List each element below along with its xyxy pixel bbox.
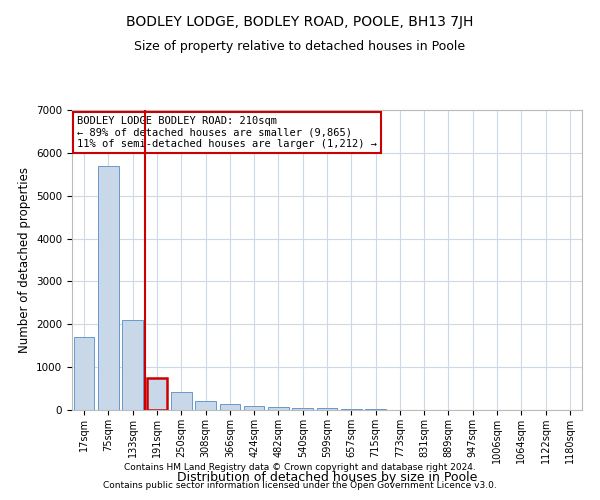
Bar <box>317 408 337 410</box>
Bar <box>146 378 167 410</box>
Bar <box>122 320 143 410</box>
Text: Contains public sector information licensed under the Open Government Licence v3: Contains public sector information licen… <box>103 481 497 490</box>
X-axis label: Distribution of detached houses by size in Poole: Distribution of detached houses by size … <box>177 472 477 484</box>
Text: BODLEY LODGE, BODLEY ROAD, POOLE, BH13 7JH: BODLEY LODGE, BODLEY ROAD, POOLE, BH13 7… <box>127 15 473 29</box>
Bar <box>220 404 240 410</box>
Bar <box>365 409 386 410</box>
Bar <box>171 392 191 410</box>
Bar <box>244 406 265 410</box>
Y-axis label: Number of detached properties: Number of detached properties <box>17 167 31 353</box>
Bar <box>341 408 362 410</box>
Text: Size of property relative to detached houses in Poole: Size of property relative to detached ho… <box>134 40 466 53</box>
Bar <box>98 166 119 410</box>
Text: BODLEY LODGE BODLEY ROAD: 210sqm
← 89% of detached houses are smaller (9,865)
11: BODLEY LODGE BODLEY ROAD: 210sqm ← 89% o… <box>77 116 377 149</box>
Bar <box>74 337 94 410</box>
Bar <box>292 408 313 410</box>
Bar <box>268 407 289 410</box>
Text: Contains HM Land Registry data © Crown copyright and database right 2024.: Contains HM Land Registry data © Crown c… <box>124 464 476 472</box>
Bar <box>195 400 216 410</box>
